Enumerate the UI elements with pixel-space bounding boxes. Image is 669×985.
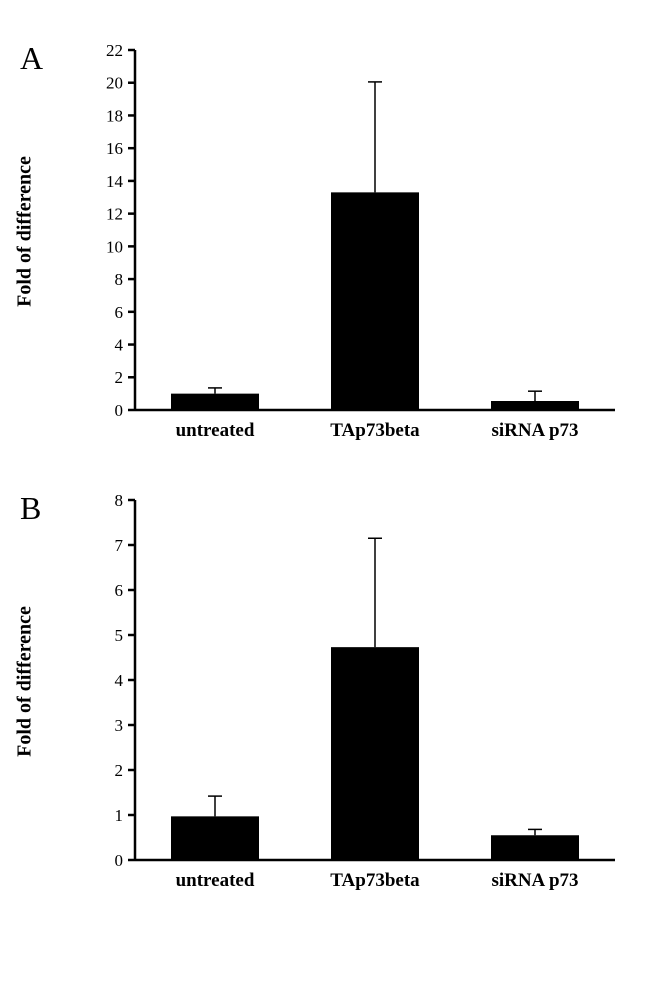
svg-text:0: 0 [115, 851, 124, 870]
svg-text:2: 2 [115, 761, 124, 780]
svg-text:4: 4 [115, 671, 124, 690]
svg-text:1: 1 [115, 806, 124, 825]
svg-text:TAp73beta: TAp73beta [330, 870, 420, 891]
panel-b-chart: 0 1 2 3 4 5 6 7 8 untreated TAp73beta siRNA p73 [80, 490, 625, 900]
svg-text:16: 16 [106, 139, 123, 158]
svg-text:22: 22 [106, 41, 123, 60]
svg-text:18: 18 [106, 106, 123, 125]
panel-b-chart-wrap: Fold of difference 012345678untreatedTAp… [80, 490, 649, 900]
svg-text:siRNA p73: siRNA p73 [491, 420, 578, 441]
svg-text:20: 20 [106, 74, 123, 93]
svg-text:6: 6 [115, 303, 124, 322]
figure: A Fold of difference 0246810121416182022… [20, 40, 649, 900]
svg-text:untreated: untreated [176, 870, 255, 891]
svg-text:untreated: untreated [176, 420, 255, 441]
svg-text:10: 10 [106, 237, 123, 256]
svg-text:3: 3 [115, 716, 124, 735]
panel-b: B Fold of difference 012345678untreatedT… [20, 490, 649, 900]
svg-text:2: 2 [115, 368, 124, 387]
svg-text:6: 6 [115, 581, 124, 600]
panel-a-chart-wrap: Fold of difference 0246810121416182022un… [80, 40, 649, 450]
svg-text:0: 0 [115, 401, 124, 420]
svg-text:12: 12 [106, 205, 123, 224]
svg-text:8: 8 [115, 270, 124, 289]
svg-text:5: 5 [115, 626, 124, 645]
panel-a-chart: 0 2 4 6 8 10 12 14 16 18 20 22 untreated TAp73beta siR… [80, 40, 625, 450]
svg-text:TAp73beta: TAp73beta [330, 420, 420, 441]
panel-b-y-axis-title: Fold of difference [14, 502, 37, 862]
panel-a-y-axis-title: Fold of difference [14, 52, 37, 412]
svg-text:7: 7 [115, 536, 124, 555]
svg-text:siRNA p73: siRNA p73 [491, 870, 578, 891]
panel-a: A Fold of difference 0246810121416182022… [20, 40, 649, 450]
svg-text:4: 4 [115, 335, 124, 354]
svg-text:14: 14 [106, 172, 124, 191]
svg-text:8: 8 [115, 491, 124, 510]
